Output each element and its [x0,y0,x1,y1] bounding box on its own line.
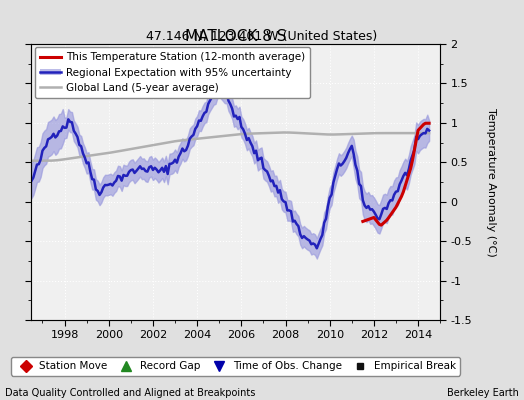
Text: Berkeley Earth: Berkeley Earth [447,388,519,398]
Legend: Station Move, Record Gap, Time of Obs. Change, Empirical Break: Station Move, Record Gap, Time of Obs. C… [12,357,460,376]
Title: MATLOCK 8 S: MATLOCK 8 S [185,29,287,44]
Text: 47.146 N, 123.401 W (United States): 47.146 N, 123.401 W (United States) [146,30,378,43]
Text: Data Quality Controlled and Aligned at Breakpoints: Data Quality Controlled and Aligned at B… [5,388,256,398]
Y-axis label: Temperature Anomaly (°C): Temperature Anomaly (°C) [486,108,496,256]
